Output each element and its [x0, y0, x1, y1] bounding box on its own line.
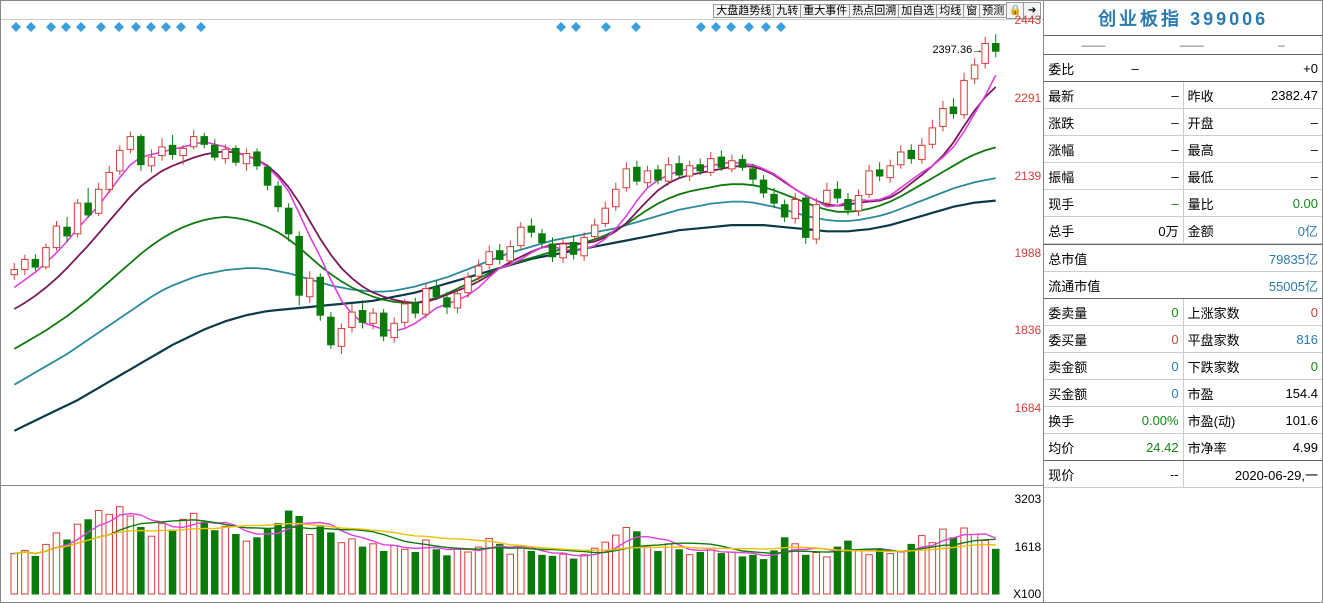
y-axis-tick: 2291 [1015, 91, 1042, 105]
y-axis-tick: 2443 [1015, 13, 1042, 27]
info-label: 市盈(动) [1188, 411, 1236, 430]
info-label: 市盈 [1188, 384, 1214, 403]
info-value: 4.99 [1227, 440, 1318, 455]
y-axis-tick: 1988 [1015, 246, 1042, 260]
toolbar-btn[interactable]: 大盘趋势线 [713, 4, 774, 18]
info-value: 0 [1240, 359, 1318, 374]
info-label: 量比 [1188, 194, 1214, 213]
info-value: 101.6 [1235, 413, 1318, 428]
info-label: 涨跌 [1048, 113, 1074, 132]
y-axis-tick: 1684 [1015, 401, 1042, 415]
info-value: 0万 [1074, 221, 1178, 240]
info-value: – [1214, 142, 1318, 157]
info-label: 振幅 [1048, 167, 1074, 186]
info-value: – [1074, 88, 1178, 103]
info-label: 委卖量 [1048, 303, 1087, 322]
info-label: 开盘 [1188, 113, 1214, 132]
info-value: 24.42 [1074, 440, 1178, 455]
info-value: -- [1074, 467, 1178, 482]
toolbar-btn[interactable]: 均线 [936, 4, 964, 18]
info-label: 平盘家数 [1188, 330, 1240, 349]
info-value: 0 [1087, 386, 1178, 401]
info-panel: 创业板指 399006 ————– 委比–+0最新–昨收2382.47涨跌–开盘… [1044, 1, 1322, 602]
info-label: 昨收 [1188, 86, 1214, 105]
info-label: 市净率 [1188, 438, 1227, 457]
info-label: 总市值 [1048, 249, 1087, 268]
info-value: +0 [1196, 61, 1318, 76]
toolbar-btn[interactable]: 窗 [963, 4, 980, 18]
y-axis-tick: 2139 [1015, 169, 1042, 183]
y-axis-tick: 1836 [1015, 323, 1042, 337]
toolbar-btn[interactable]: 重大事件 [800, 4, 850, 18]
info-value: – [1214, 169, 1318, 184]
info-label: 上涨家数 [1188, 303, 1240, 322]
info-label: 委买量 [1048, 330, 1087, 349]
vol-y-tick: 3203 [1015, 492, 1042, 506]
info-label: 金额 [1188, 221, 1214, 240]
info-value: – [1074, 142, 1178, 157]
info-value: 154.4 [1214, 386, 1318, 401]
toolbar-btn[interactable]: 九转 [773, 4, 801, 18]
info-value: 0 [1087, 332, 1178, 347]
toolbar-btn[interactable]: 加自选 [898, 4, 937, 18]
info-label: 换手 [1048, 411, 1074, 430]
info-value: 79835亿 [1087, 249, 1318, 268]
info-value: 0 [1240, 305, 1318, 320]
volume-chart[interactable]: 3203 1618 X100 [1, 485, 1043, 602]
info-label: 涨幅 [1048, 140, 1074, 159]
info-label: 流通市值 [1048, 276, 1100, 295]
candlestick-chart[interactable]: 2397.36→ 244322912139198818361684 [1, 20, 1043, 485]
volume-scale-label: X100 [1013, 587, 1041, 601]
info-value: – [1074, 169, 1178, 184]
info-value: – [1074, 61, 1196, 76]
info-value: 0 [1087, 359, 1178, 374]
info-value: 2382.47 [1214, 88, 1318, 103]
info-label: 卖金额 [1048, 357, 1087, 376]
chart-toolbar: 大盘趋势线九转重大事件热点回溯加自选均线窗预测 🔒 ➔ [1, 1, 1043, 20]
dash-row: ————– [1044, 36, 1322, 55]
info-label: 委比 [1048, 59, 1074, 78]
info-label: 最高 [1188, 140, 1214, 159]
info-value: – [1074, 196, 1178, 211]
info-value: 816 [1240, 332, 1318, 347]
vol-y-tick: 1618 [1015, 540, 1042, 554]
info-value: 2020-06-29,一 [1188, 465, 1318, 484]
info-value: 0 [1087, 305, 1178, 320]
info-value: 0.00% [1074, 413, 1178, 428]
toolbar-btn[interactable]: 预测 [979, 4, 1007, 18]
info-value: – [1074, 115, 1178, 130]
security-title: 创业板指 399006 [1044, 1, 1322, 36]
info-value: 0亿 [1214, 221, 1318, 240]
info-label: 现手 [1048, 194, 1074, 213]
info-value: 0.00 [1214, 196, 1318, 211]
info-label: 均价 [1048, 438, 1074, 457]
info-value: – [1214, 115, 1318, 130]
info-label: 现价 [1048, 465, 1074, 484]
info-value: 55005亿 [1100, 276, 1318, 295]
info-label: 总手 [1048, 221, 1074, 240]
toolbar-btn[interactable]: 热点回溯 [849, 4, 899, 18]
info-label: 买金额 [1048, 384, 1087, 403]
info-label: 下跌家数 [1188, 357, 1240, 376]
info-label: 最新 [1048, 86, 1074, 105]
info-label: 最低 [1188, 167, 1214, 186]
